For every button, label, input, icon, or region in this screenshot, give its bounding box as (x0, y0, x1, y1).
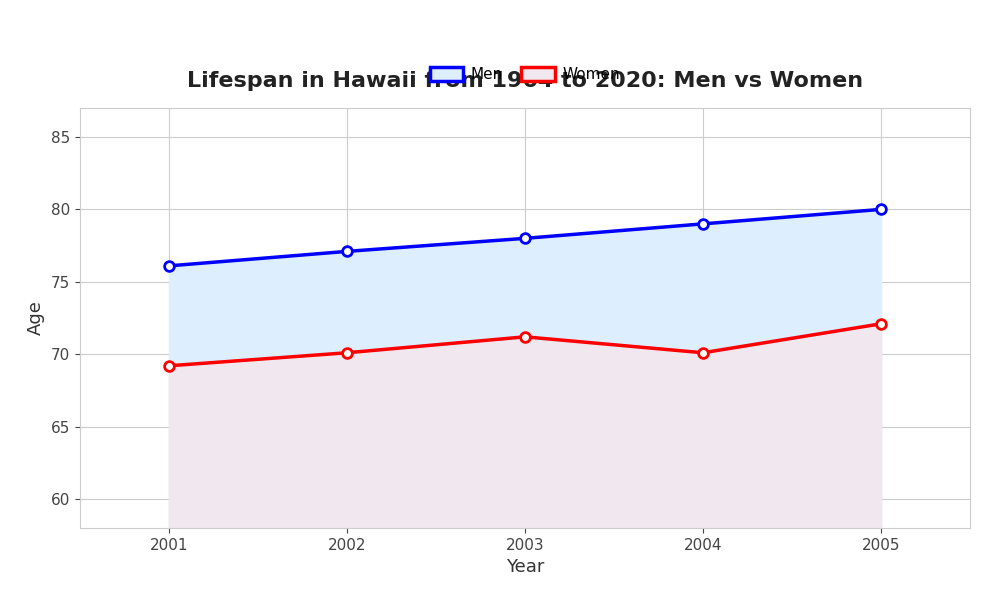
Title: Lifespan in Hawaii from 1964 to 2020: Men vs Women: Lifespan in Hawaii from 1964 to 2020: Me… (187, 71, 863, 91)
Y-axis label: Age: Age (27, 301, 45, 335)
X-axis label: Year: Year (506, 558, 544, 576)
Legend: Men, Women: Men, Women (424, 61, 626, 88)
